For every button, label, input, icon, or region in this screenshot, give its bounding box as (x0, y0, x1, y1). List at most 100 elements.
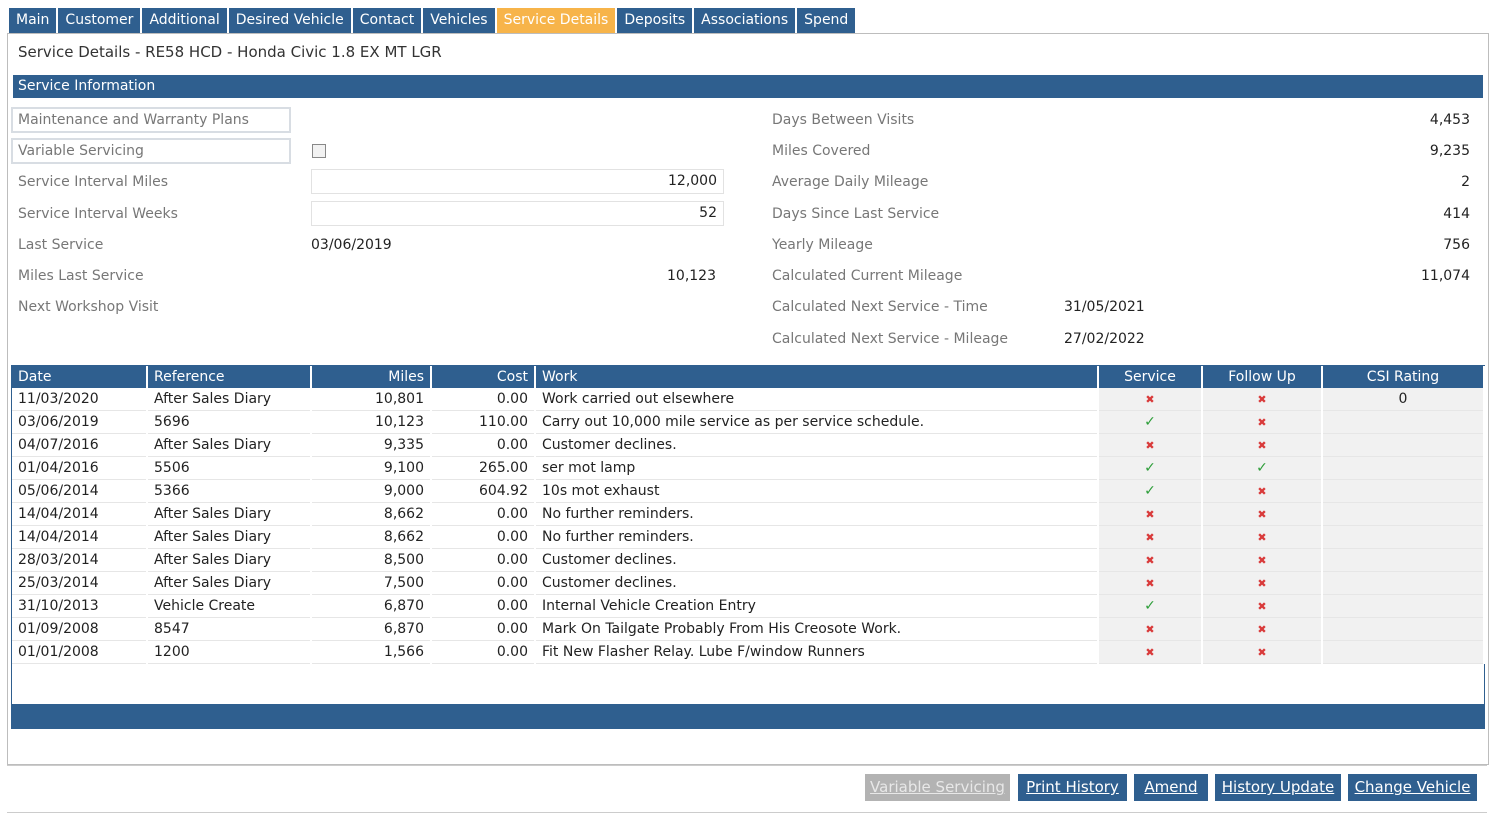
cell-service: ✓ (1098, 479, 1203, 503)
cell-follow-up: ✖ (1202, 502, 1323, 526)
cross-icon: ✖ (1145, 623, 1155, 636)
tab-spend[interactable]: Spend (797, 8, 856, 33)
table-row[interactable]: 05/06/2014 5366 9,000 604.92 10s mot exhaust… (12, 479, 1485, 503)
table-row[interactable]: 03/06/2019 5696 10,123 110.00 Carry out 10,0… (12, 410, 1485, 434)
service-interval-weeks-input[interactable]: 52 (311, 201, 724, 226)
cell-service: ✖ (1098, 571, 1203, 595)
cell-follow-up: ✖ (1202, 640, 1323, 664)
cross-icon: ✖ (1257, 393, 1267, 406)
cell-reference: After Sales Diary (147, 388, 312, 411)
col-header-work[interactable]: Work (535, 366, 1099, 388)
last-service-value: 03/06/2019 (311, 237, 392, 253)
cross-icon: ✖ (1257, 508, 1267, 521)
cell-miles: 8,500 (311, 548, 432, 572)
cell-follow-up: ✖ (1202, 410, 1323, 434)
cell-reference: 5696 (147, 410, 312, 434)
col-header-cost[interactable]: Cost (431, 366, 536, 388)
table-row[interactable]: 14/04/2014 After Sales Diary 8,662 0.00 No f… (12, 502, 1485, 526)
cell-date: 01/04/2016 (12, 456, 148, 480)
tab-customer[interactable]: Customer (58, 8, 141, 33)
service-history-grid: Date Reference Miles Cost Work Service F… (11, 365, 1485, 729)
cell-service: ✖ (1098, 548, 1203, 572)
service-history-table: Date Reference Miles Cost Work Service F… (12, 366, 1485, 664)
cell-service: ✓ (1098, 456, 1203, 480)
cell-miles: 9,000 (311, 479, 432, 503)
service-interval-miles-label: Service Interval Miles (18, 174, 169, 190)
cell-date: 01/01/2008 (12, 640, 148, 664)
history-update-button[interactable]: History Update (1215, 774, 1341, 801)
table-row[interactable]: 28/03/2014 After Sales Diary 8,500 0.00 Cust… (12, 548, 1485, 572)
table-row[interactable]: 01/09/2008 8547 6,870 0.00 Mark On Tailgate … (12, 617, 1485, 641)
cell-csi (1322, 410, 1485, 434)
grid-footer-bar (12, 704, 1484, 728)
variable-servicing-button[interactable]: Variable Servicing (865, 774, 1010, 801)
cell-date: 11/03/2020 (12, 388, 148, 411)
cell-csi (1322, 479, 1485, 503)
table-row[interactable]: 14/04/2014 After Sales Diary 8,662 0.00 No f… (12, 525, 1485, 549)
tab-vehicles[interactable]: Vehicles (423, 8, 495, 33)
check-icon: ✓ (1256, 460, 1268, 476)
cell-csi (1322, 640, 1485, 664)
yearly-mileage-label: Yearly Mileage (772, 237, 873, 253)
cross-icon: ✖ (1257, 554, 1267, 567)
cell-date: 14/04/2014 (12, 502, 148, 526)
maintenance-warranty-plans-button[interactable]: Maintenance and Warranty Plans (11, 107, 291, 133)
tab-main[interactable]: Main (9, 8, 57, 33)
col-header-date[interactable]: Date (12, 366, 148, 388)
tab-service-details[interactable]: Service Details (496, 8, 616, 33)
variable-servicing-checkbox[interactable] (312, 144, 326, 158)
cell-date: 04/07/2016 (12, 433, 148, 457)
table-row[interactable]: 25/03/2014 After Sales Diary 7,500 0.00 Cust… (12, 571, 1485, 595)
tab-bar: Main Customer Additional Desired Vehicle… (9, 8, 857, 33)
service-interval-miles-input[interactable]: 12,000 (311, 169, 724, 194)
table-row[interactable]: 11/03/2020 After Sales Diary 10,801 0.00 Wor… (12, 388, 1485, 411)
col-header-miles[interactable]: Miles (311, 366, 432, 388)
tab-deposits[interactable]: Deposits (617, 8, 693, 33)
cell-reference: After Sales Diary (147, 548, 312, 572)
cell-reference: 1200 (147, 640, 312, 664)
tab-desired-vehicle[interactable]: Desired Vehicle (228, 8, 351, 33)
cell-work: 10s mot exhaust (535, 479, 1099, 503)
days-since-last-service-value: 414 (1443, 206, 1470, 222)
cell-service: ✖ (1098, 617, 1203, 641)
cell-service: ✖ (1098, 433, 1203, 457)
table-row[interactable]: 01/04/2016 5506 9,100 265.00 ser mot lamp ✓ ✓ (12, 456, 1485, 480)
print-history-button[interactable]: Print History (1018, 774, 1127, 801)
average-daily-mileage-value: 2 (1461, 174, 1470, 190)
col-header-csi-rating[interactable]: CSI Rating (1322, 366, 1485, 388)
cross-icon: ✖ (1257, 439, 1267, 452)
cell-csi (1322, 525, 1485, 549)
cell-service: ✖ (1098, 502, 1203, 526)
cross-icon: ✖ (1257, 646, 1267, 659)
col-header-reference[interactable]: Reference (147, 366, 312, 388)
miles-covered-value: 9,235 (1429, 143, 1470, 159)
check-icon: ✓ (1144, 414, 1156, 430)
average-daily-mileage-label: Average Daily Mileage (772, 174, 929, 190)
cell-reference: After Sales Diary (147, 502, 312, 526)
table-row[interactable]: 31/10/2013 Vehicle Create 6,870 0.00 Interna… (12, 594, 1485, 618)
cell-miles: 10,123 (311, 410, 432, 434)
change-vehicle-button[interactable]: Change Vehicle (1348, 774, 1477, 801)
variable-servicing-label[interactable]: Variable Servicing (11, 138, 291, 164)
tab-contact[interactable]: Contact (352, 8, 422, 33)
cell-follow-up: ✖ (1202, 433, 1323, 457)
page-bottom-border (7, 812, 1487, 813)
cell-csi (1322, 456, 1485, 480)
amend-button[interactable]: Amend (1134, 774, 1208, 801)
tab-additional[interactable]: Additional (142, 8, 227, 33)
cell-work: Work carried out elsewhere (535, 388, 1099, 411)
table-row[interactable]: 04/07/2016 After Sales Diary 9,335 0.00 Cust… (12, 433, 1485, 457)
cell-work: No further reminders. (535, 525, 1099, 549)
cell-miles: 6,870 (311, 617, 432, 641)
col-header-follow-up[interactable]: Follow Up (1202, 366, 1323, 388)
cell-follow-up: ✖ (1202, 617, 1323, 641)
calculated-current-mileage-value: 11,074 (1421, 268, 1470, 284)
calculated-next-service-time-value: 31/05/2021 (1064, 299, 1145, 315)
table-row[interactable]: 01/01/2008 1200 1,566 0.00 Fit New Flasher R… (12, 640, 1485, 664)
tab-associations[interactable]: Associations (694, 8, 796, 33)
col-header-service[interactable]: Service (1098, 366, 1203, 388)
cross-icon: ✖ (1257, 416, 1267, 429)
cell-service: ✖ (1098, 640, 1203, 664)
cell-cost: 0.00 (431, 502, 536, 526)
cell-cost: 0.00 (431, 640, 536, 664)
